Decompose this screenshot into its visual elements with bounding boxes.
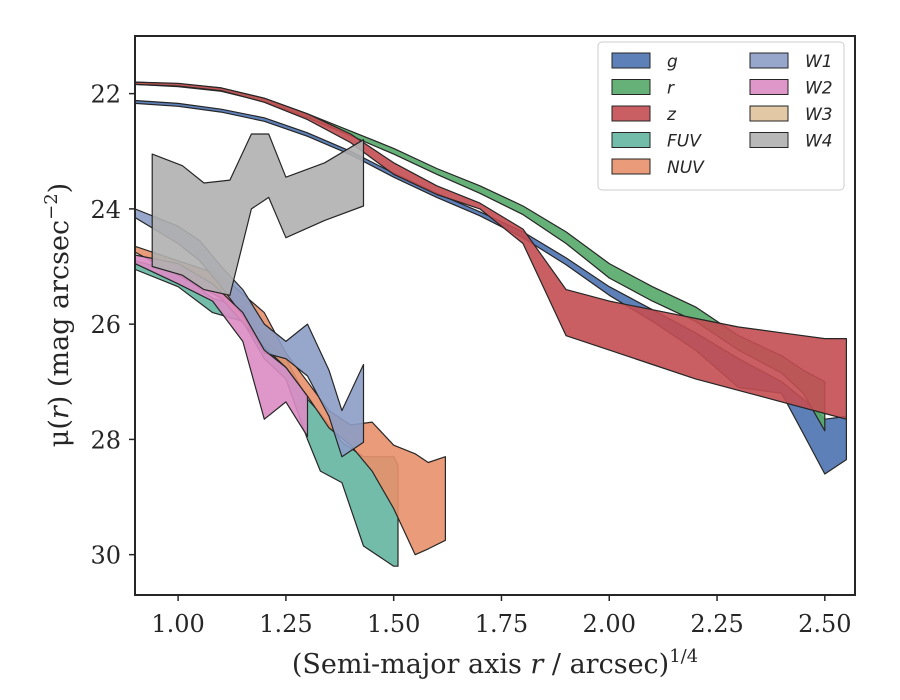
x-tick-label: 1.00 [151, 610, 204, 638]
y-tick-label: 26 [90, 311, 121, 339]
plot-frame [134, 35, 856, 596]
y-tick-label: 28 [90, 426, 121, 454]
legend-swatch-nuv [611, 158, 651, 175]
legend-swatch-w1 [749, 52, 789, 69]
x-tick-label: 1.75 [475, 610, 528, 638]
profile-bands [135, 81, 848, 567]
x-axis-ticks: 1.00 1.25 1.50 1.75 2.00 2.25 2.50 [151, 595, 852, 638]
x-tick-label: 2.50 [798, 610, 851, 638]
legend-label-r: r [667, 79, 675, 99]
legend-label-w3: W3 [805, 105, 833, 125]
x-tick-label: 2.00 [583, 610, 636, 638]
legend-label-g: g [667, 52, 678, 72]
legend-label-nuv: NUV [667, 158, 705, 178]
legend-label-w1: W1 [805, 52, 833, 72]
x-tick-label: 2.25 [690, 610, 743, 638]
legend-swatch-r [611, 79, 651, 95]
y-axis-ticks: 22 24 26 28 30 [90, 81, 135, 570]
legend-swatch-g [611, 52, 651, 69]
y-tick-label: 22 [90, 81, 121, 109]
legend-label-fuv: FUV [667, 132, 702, 152]
band-z [135, 81, 848, 420]
x-tick-label: 1.50 [367, 610, 420, 638]
y-tick-label: 30 [90, 542, 121, 570]
band-w4 [151, 133, 365, 296]
x-axis-label: (Semi-major axis r / arcsec)1/4 [292, 646, 698, 680]
x-tick-label: 1.25 [259, 610, 312, 638]
legend-swatch-w2 [749, 79, 789, 95]
y-axis-label: μ(r) (mag arcsec−2) [41, 183, 75, 447]
legend-label-w4: W4 [805, 132, 833, 152]
legend-label-w2: W2 [805, 79, 833, 99]
y-tick-label: 24 [90, 196, 121, 224]
legend-swatch-z [611, 105, 651, 122]
legend-label-z: z [666, 105, 677, 125]
legend-swatch-w3 [749, 105, 789, 122]
legend: grz FUV NUV W1 W2 W3 W4 [597, 41, 845, 191]
legend-swatch-fuv [611, 132, 651, 148]
legend-swatch-w4 [749, 132, 789, 148]
